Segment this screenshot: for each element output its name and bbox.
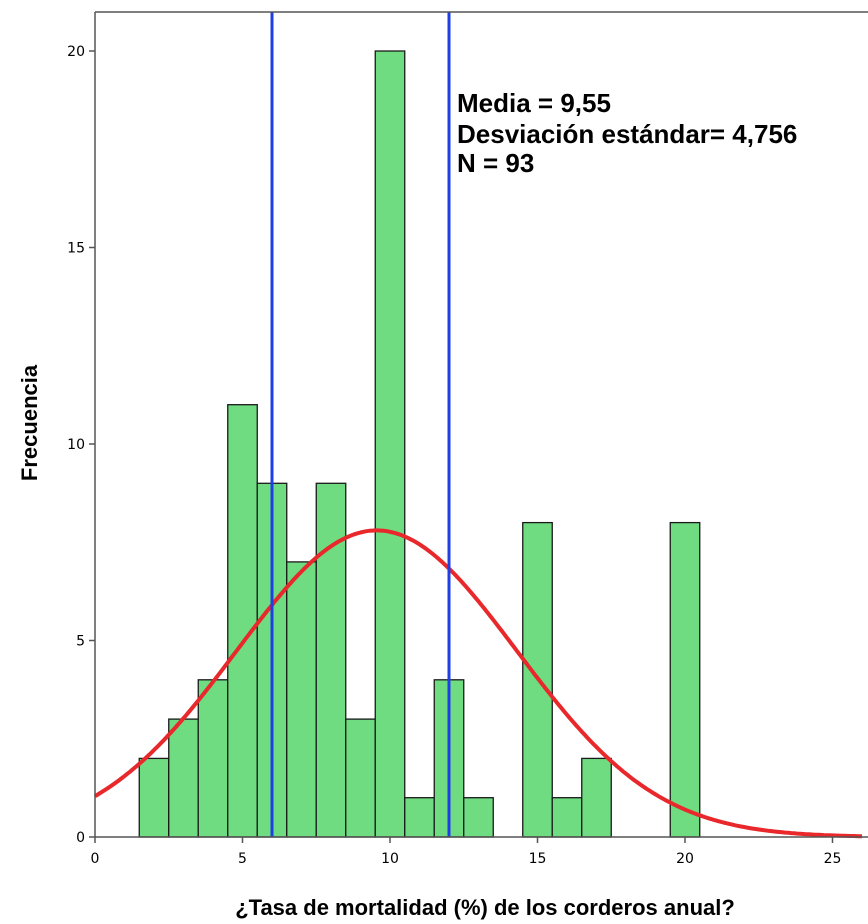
y-tick-label: 15 <box>67 241 85 257</box>
x-tick-label: 15 <box>529 851 547 867</box>
x-tick-label: 20 <box>676 851 694 867</box>
reference-lines <box>270 12 451 837</box>
histogram-bar <box>286 561 317 838</box>
y-tick-label: 5 <box>76 634 85 650</box>
x-tick-label: 10 <box>381 851 399 867</box>
y-tick-label: 0 <box>76 830 85 846</box>
histogram-bar <box>138 757 170 838</box>
y-tick-label: 20 <box>67 44 85 60</box>
tick-labels: 0 5 10 15 20 25 0 5 10 15 20 <box>67 44 841 867</box>
axes <box>89 11 868 843</box>
x-tick-label: 25 <box>824 851 842 867</box>
histogram-bar <box>374 50 406 838</box>
x-tick-label: 5 <box>238 851 247 867</box>
histogram-bar <box>551 797 583 838</box>
x-tick-label: 0 <box>91 851 100 867</box>
histogram-bar <box>168 718 199 838</box>
normal-curve-layer <box>93 528 862 839</box>
stats-n: N = 93 <box>457 148 534 178</box>
histogram-bar <box>345 718 376 838</box>
histogram-bar <box>669 521 701 838</box>
x-axis-title: ¿Tasa de mortalidad (%) de los corderos … <box>235 895 735 920</box>
histogram-bar <box>227 404 258 838</box>
y-axis-title: Frecuencia <box>17 364 42 481</box>
histogram-bar <box>404 797 435 838</box>
y-tick-label: 10 <box>67 437 85 453</box>
histogram-bar <box>463 797 494 838</box>
stats-mean: Media = 9,55 <box>457 88 611 118</box>
histogram-bar <box>197 679 229 838</box>
histogram-bar <box>315 482 347 838</box>
stats-std-dev: Desviación estándar= 4,756 <box>457 119 797 149</box>
histogram-bar <box>581 757 612 838</box>
normal-curve-line <box>93 528 862 839</box>
